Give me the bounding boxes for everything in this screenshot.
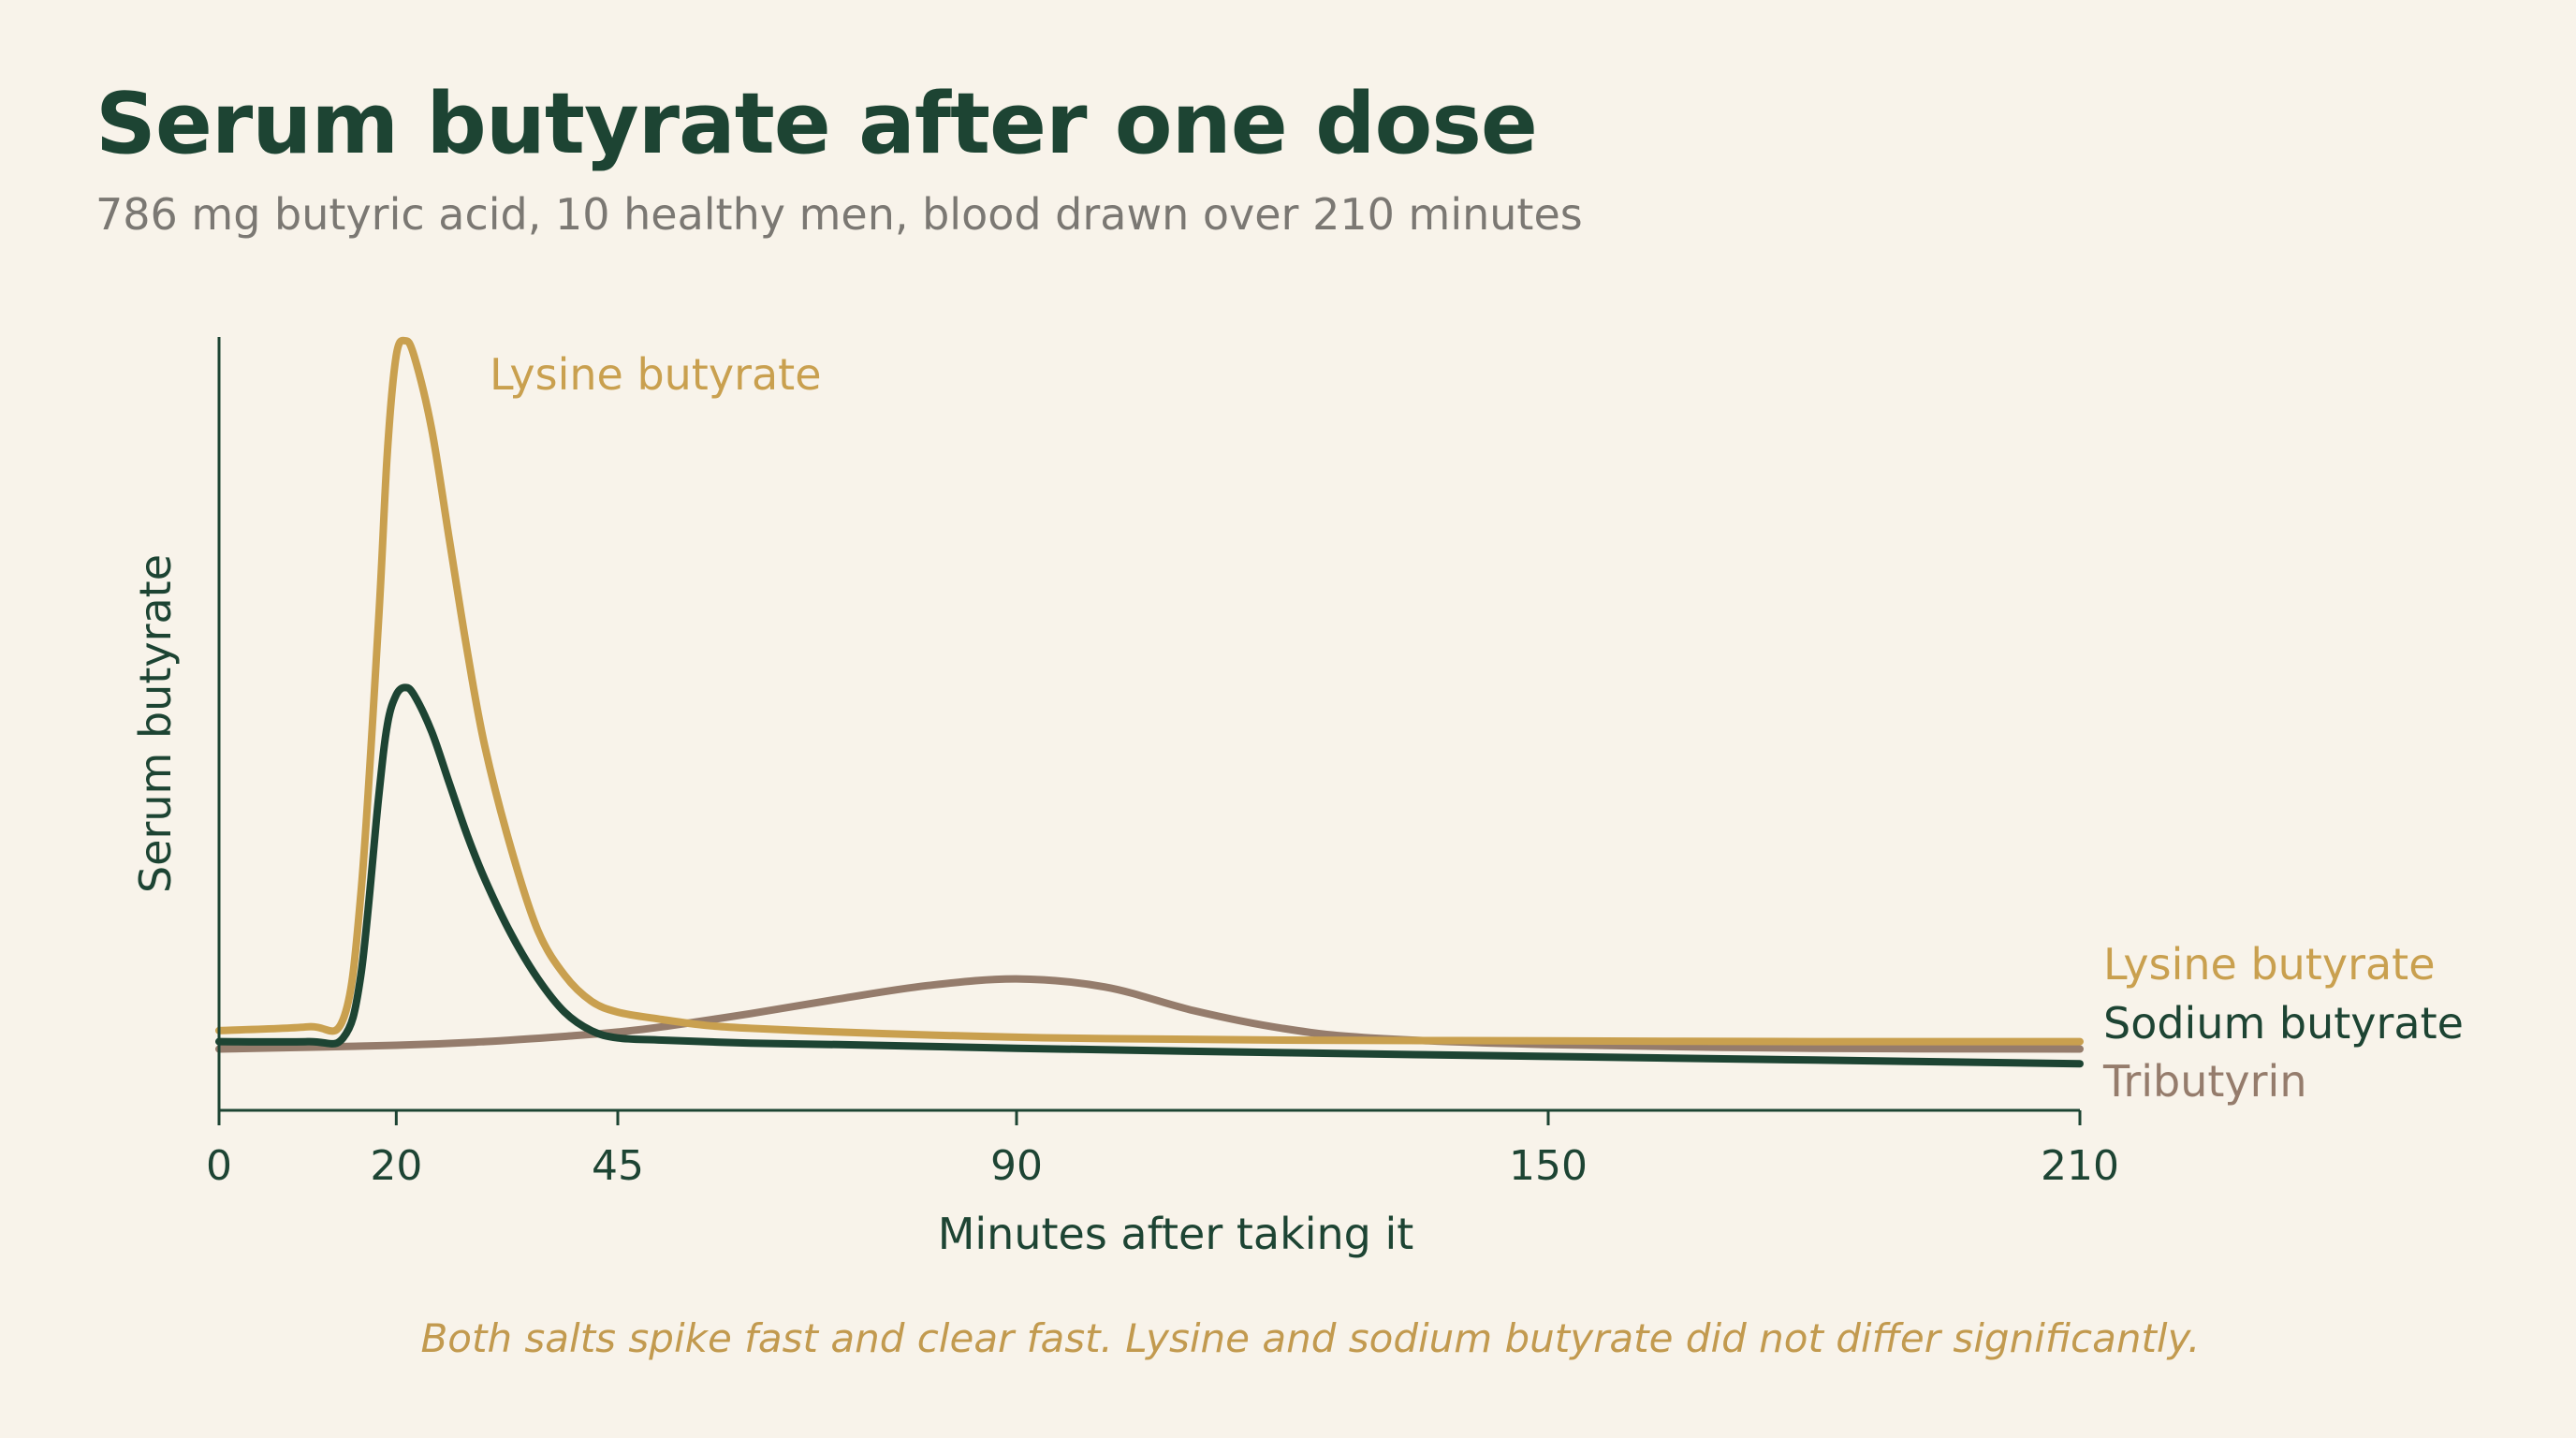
series-label-peak-lysine-butyrate: Lysine butyrate <box>490 349 822 400</box>
x-tick-label: 90 <box>990 1142 1043 1190</box>
x-tick-label: 45 <box>592 1142 644 1190</box>
chart-title: Serum butyrate after one dose <box>95 75 1538 173</box>
x-ticks: 0 20 45 90 150 210 <box>206 1110 2119 1190</box>
series-line-sodium-butyrate <box>215 683 2084 1068</box>
chart-note: Both salts spike fast and clear fast. Ly… <box>420 1315 2201 1361</box>
y-axis-label: Serum butyrate <box>130 554 181 893</box>
chart-subtitle: 786 mg butyric acid, 10 healthy men, blo… <box>95 189 1583 240</box>
chart-axes <box>217 337 2080 1112</box>
x-axis-label: Minutes after taking it <box>938 1209 1414 1259</box>
series-end-label-tributyrin: Tributyrin <box>2102 1056 2307 1107</box>
x-tick-label: 210 <box>2041 1142 2119 1190</box>
series-end-label-sodium-butyrate: Sodium butyrate <box>2103 998 2464 1049</box>
x-tick-label: 150 <box>1509 1142 1588 1190</box>
x-tick-label: 0 <box>206 1142 232 1190</box>
series-lines <box>215 336 2084 1068</box>
series-end-label-lysine-butyrate: Lysine butyrate <box>2103 939 2436 990</box>
series-end-labels: Lysine butyrate Sodium butyrate Tributyrin <box>2102 939 2464 1107</box>
x-tick-label: 20 <box>370 1142 422 1190</box>
series-line-tributyrin <box>215 975 2084 1053</box>
series-line-lysine-butyrate <box>215 336 2084 1046</box>
